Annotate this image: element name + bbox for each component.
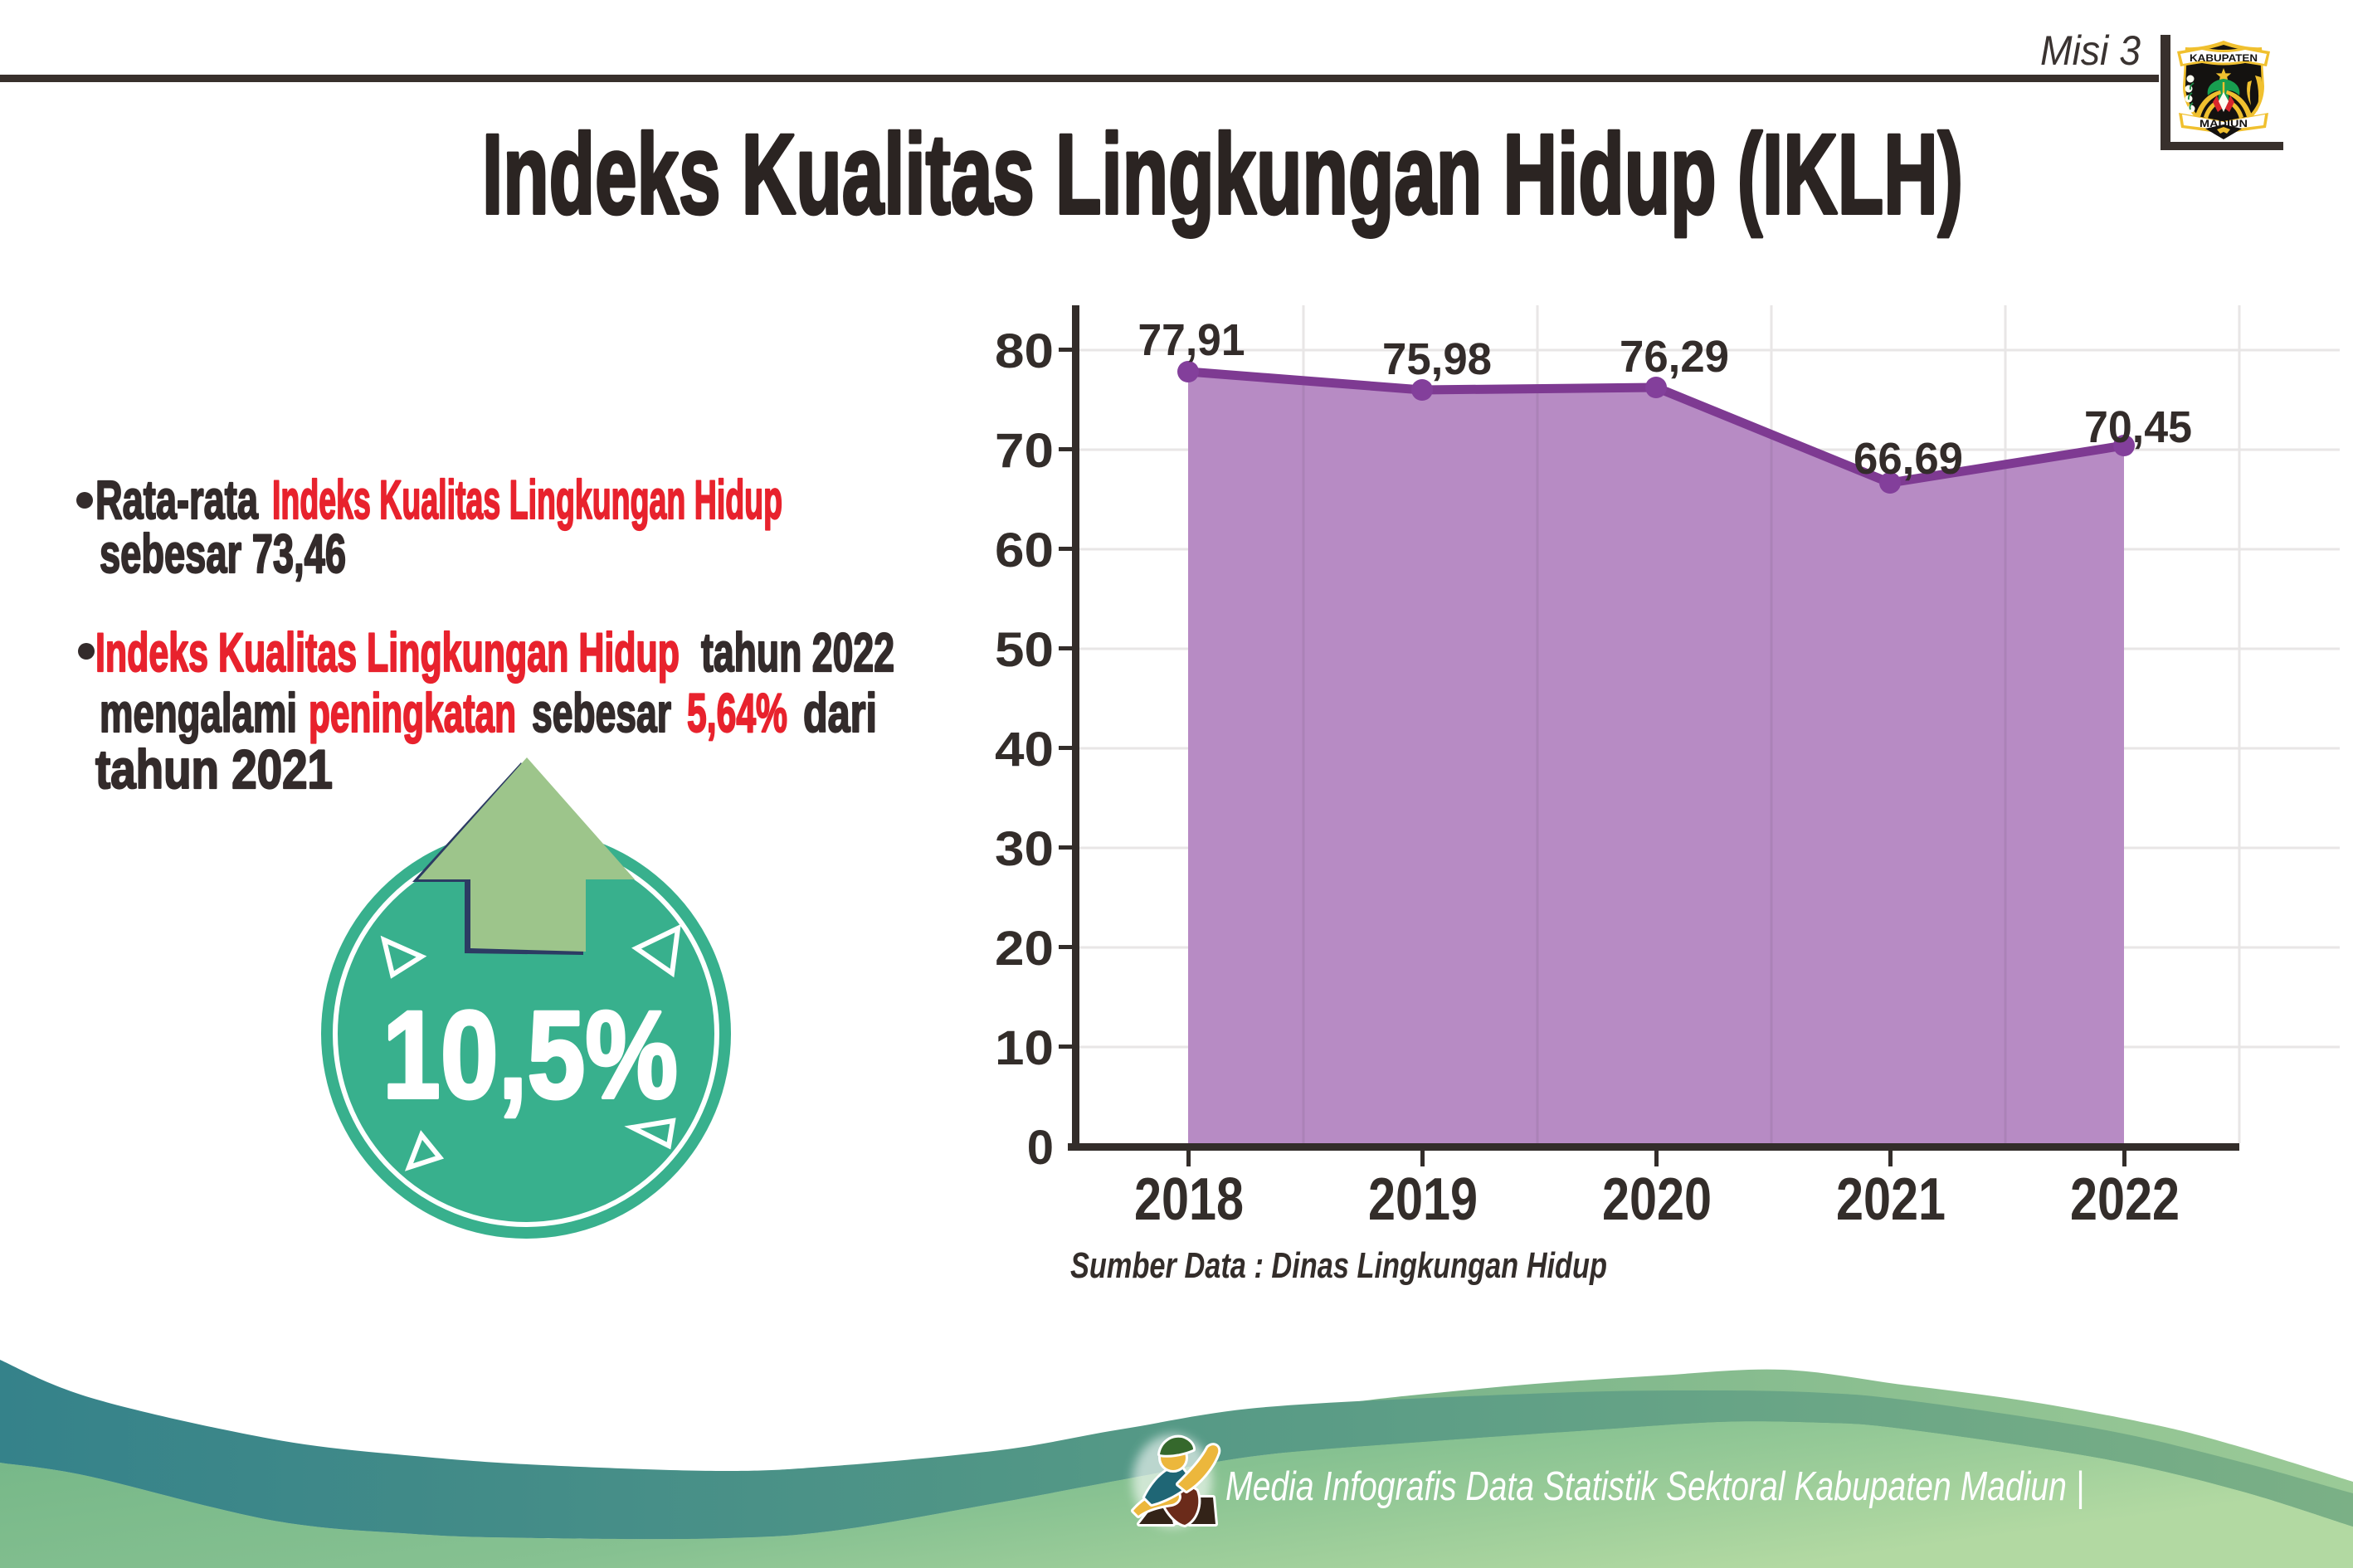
svg-text:2021: 2021: [1836, 1166, 1946, 1233]
svg-text:peningkatan: peningkatan: [309, 682, 516, 743]
svg-text:80: 80: [995, 324, 1054, 378]
svg-text:70: 70: [995, 424, 1054, 478]
svg-text:2018: 2018: [1134, 1166, 1244, 1233]
svg-text:50: 50: [995, 623, 1054, 677]
svg-text:sebesar 73,46: sebesar 73,46: [100, 523, 346, 584]
svg-text:10: 10: [995, 1021, 1054, 1075]
svg-text:mengalami: mengalami: [100, 682, 297, 743]
svg-text:2019: 2019: [1368, 1166, 1478, 1233]
svg-text:Sumber Data : Dinas Lingkungan: Sumber Data : Dinas Lingkungan Hidup: [1070, 1245, 1607, 1286]
svg-text:MADIUN: MADIUN: [2200, 118, 2248, 129]
svg-text:30: 30: [995, 822, 1054, 876]
svg-text:5,64%: 5,64%: [687, 682, 787, 743]
svg-text:40: 40: [995, 723, 1054, 777]
svg-text:2020: 2020: [1602, 1166, 1712, 1233]
svg-text:20: 20: [995, 922, 1054, 976]
svg-text:Media Infografis Data Statisti: Media Infografis Data Statistik Sektoral…: [1225, 1464, 2084, 1509]
svg-text:10,5%: 10,5%: [382, 985, 678, 1124]
svg-text:0: 0: [1027, 1121, 1054, 1175]
svg-text:76,29: 76,29: [1620, 332, 1729, 382]
svg-text:tahun 2022: tahun 2022: [701, 621, 894, 683]
svg-text:70,45: 70,45: [2084, 402, 2192, 452]
svg-text:77,91: 77,91: [1138, 315, 1245, 365]
svg-text:tahun 2021: tahun 2021: [95, 738, 333, 800]
svg-text:2022: 2022: [2070, 1166, 2180, 1233]
svg-text:sebesar: sebesar: [532, 682, 671, 743]
svg-text:66,69: 66,69: [1854, 434, 1963, 484]
svg-text:75,98: 75,98: [1382, 334, 1492, 384]
svg-text:Indeks Kualitas Lingkungan Hid: Indeks Kualitas Lingkungan Hidup (IKLH): [482, 111, 1963, 238]
svg-text:Misi 3: Misi 3: [2040, 27, 2141, 74]
svg-text:60: 60: [995, 523, 1054, 577]
svg-text:dari: dari: [803, 682, 877, 743]
svg-text:Indeks Kualitas Lingkungan Hid: Indeks Kualitas Lingkungan Hidup: [272, 469, 782, 530]
svg-text:Indeks Kualitas Lingkungan Hid: Indeks Kualitas Lingkungan Hidup: [95, 621, 680, 683]
svg-text:KABUPATEN: KABUPATEN: [2190, 52, 2258, 64]
svg-text:Rata-rata: Rata-rata: [95, 469, 259, 530]
